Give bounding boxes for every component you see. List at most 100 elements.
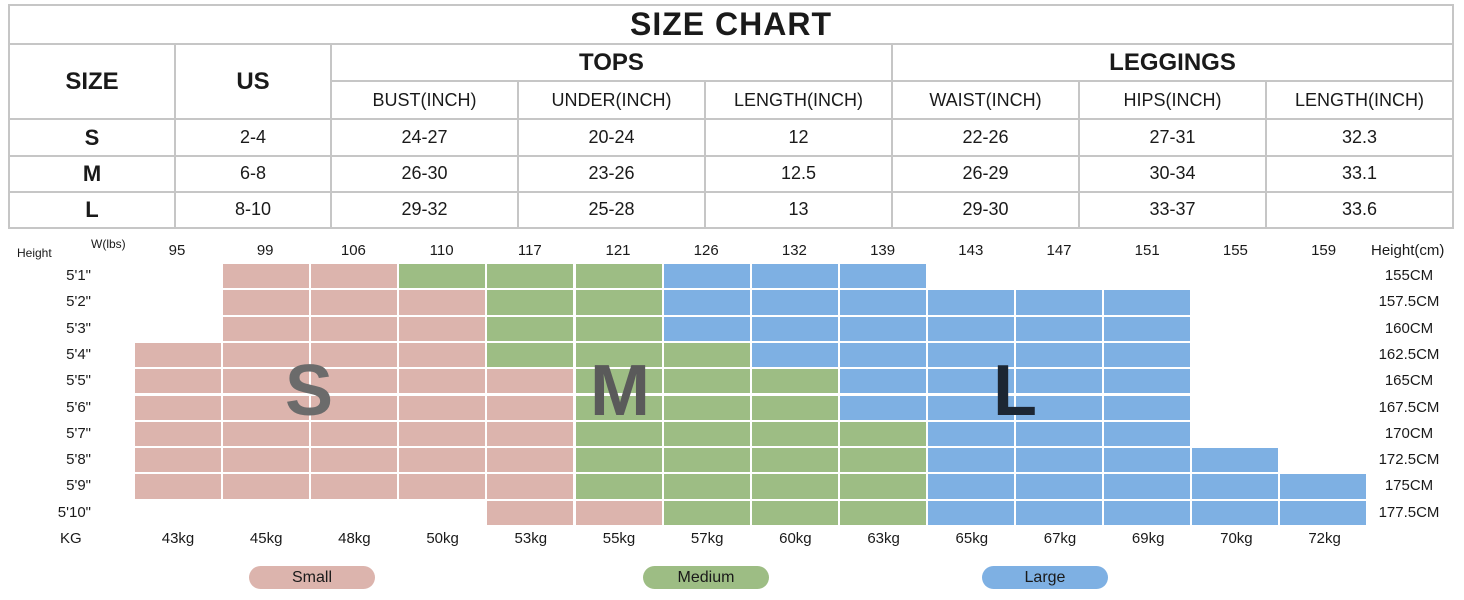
large-cell [927,342,1014,368]
large-cell [1104,395,1191,420]
weight-lbs-label: 159 [1311,242,1337,259]
height-ft-label: 5'6" [66,398,91,416]
table-cell: 33.6 [1265,190,1454,230]
small-cell [399,474,486,499]
large-cell [1104,421,1191,447]
table-cell: 27-31 [1078,118,1267,157]
small-cell [135,342,222,368]
large-cell [839,395,926,420]
large-cell [751,316,838,341]
height-axis-label: Height [17,246,52,260]
small-cell [311,264,398,289]
small-cell [487,448,574,473]
medium-cell [399,264,486,289]
table-cell: 30-34 [1078,154,1267,193]
large-cell [663,316,750,341]
table-row: M 6-8 26-30 23-26 12.5 26-29 30-34 33.1 [8,154,1454,193]
medium-cell [751,369,838,394]
small-cell [399,290,486,315]
small-cell [311,474,398,499]
medium-cell [487,264,574,289]
size-s-label: S [284,351,334,431]
weight-lbs-label: 121 [605,242,631,259]
medium-cell [575,369,662,394]
table-cell: 22-26 [891,118,1080,157]
medium-cell [575,342,662,368]
weight-kg-label: 55kg [602,530,636,547]
medium-cell [663,421,750,447]
large-cell [1016,474,1103,499]
table-cell: 24-27 [330,118,519,157]
column-header-waist: WAIST(INCH) [891,80,1080,121]
large-cell [751,290,838,315]
table-cell: 23-26 [517,154,706,193]
medium-cell [663,474,750,499]
weight-kg-label: 43kg [161,530,195,547]
table-cell: 20-24 [517,118,706,157]
table-cell: 33.1 [1265,154,1454,193]
medium-cell [663,448,750,473]
weight-kg-label: 72kg [1308,530,1341,547]
weight-kg-label: 50kg [426,530,459,547]
weight-kg-label: 57kg [690,530,724,547]
large-cell [1104,448,1191,473]
us-size: 2-4 [174,118,332,157]
medium-cell [839,500,926,525]
small-cell [311,369,398,394]
medium-cell [751,500,838,525]
weight-lbs-label: 139 [870,242,896,259]
weight-lbs-label: 126 [693,242,719,259]
large-cell [1192,448,1279,473]
legend-small-label: Small [291,569,332,586]
column-header-legging-length: LENGTH(INCH) [1265,80,1454,121]
large-cell [839,342,926,368]
small-cell [311,395,398,420]
weight-kg-label: 63kg [867,530,900,547]
small-cell [487,395,574,420]
table-cell: 29-30 [891,190,1080,230]
medium-cell [575,421,662,447]
medium-cell [575,448,662,473]
large-cell [927,369,1014,394]
small-cell [135,421,222,447]
height-cm-label: 175CM [1384,477,1434,495]
height-ft-label: 5'9" [66,477,91,495]
weight-lbs-label: 99 [256,242,274,259]
legend-large-label: Large [1024,569,1066,586]
small-cell [399,369,486,394]
large-cell [1104,369,1191,394]
weight-lbs-label: 110 [429,242,454,259]
table-cell: 26-29 [891,154,1080,193]
small-cell [223,290,310,315]
size-label: M [8,154,176,193]
large-cell [1104,342,1191,368]
large-cell [927,395,1014,420]
large-cell [839,264,926,289]
large-cell [1192,474,1279,499]
large-cell [839,316,926,341]
large-cell [751,264,838,289]
weight-kg-label: 45kg [249,530,283,547]
small-cell [223,474,310,499]
medium-cell [575,290,662,315]
table-cell: 33-37 [1078,190,1267,230]
small-cell [223,448,310,473]
large-cell [839,369,926,394]
us-size: 8-10 [174,190,332,230]
medium-cell [751,474,838,499]
column-header-hips: HIPS(INCH) [1078,80,1267,121]
medium-cell [751,421,838,447]
medium-cell [575,474,662,499]
weight-kg-label: 48kg [338,530,371,547]
small-cell [223,421,310,447]
large-cell [1280,474,1367,499]
height-ft-label: 5'4" [66,345,91,363]
column-header-top-length: LENGTH(INCH) [704,80,893,121]
large-cell [1016,369,1103,394]
small-cell [135,474,222,499]
small-cell [135,395,222,420]
medium-cell [839,421,926,447]
medium-cell [663,342,750,368]
height-cm-label: 155CM [1384,267,1434,284]
height-cm-label: 177.5CM [1378,503,1440,521]
